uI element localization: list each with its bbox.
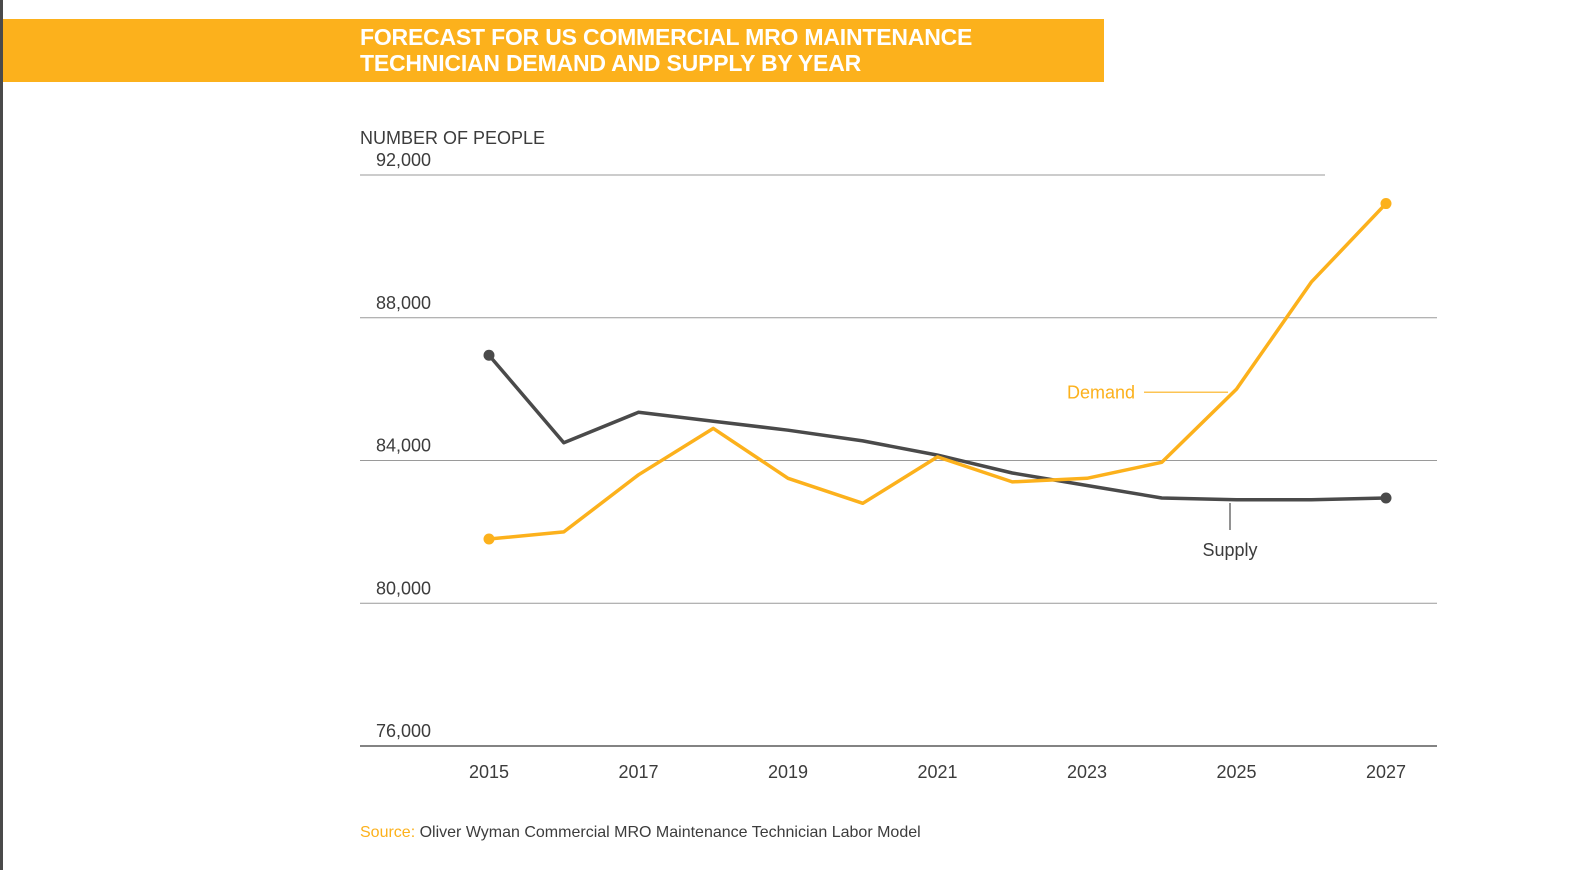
y-tick-label-88000: 88,000 [376,293,431,313]
chart-title: FORECAST FOR US COMMERCIAL MRO MAINTENAN… [360,24,1080,76]
x-tick-labels: 2015 2017 2019 2021 2023 2025 2027 [469,762,1406,782]
demand-point-2027 [1380,198,1392,210]
y-tick-label-84000: 84,000 [376,436,431,456]
x-tick-label-2025: 2025 [1216,762,1256,782]
y-tick-label-76000: 76,000 [376,721,431,741]
source-note: Source: Oliver Wyman Commercial MRO Main… [360,824,921,842]
supply-line [487,353,1388,502]
y-tick-label-92000: 92,000 [376,150,431,170]
x-tick-label-2023: 2023 [1067,762,1107,782]
chart-title-line-2: TECHNICIAN DEMAND AND SUPPLY BY YEAR [360,50,862,76]
x-tick-label-2017: 2017 [618,762,658,782]
series [483,198,1392,545]
supply-point-2015 [483,349,495,361]
title-banner [3,19,1104,82]
demand-point-2015 [483,533,495,545]
y-tick-labels: 92,000 88,000 84,000 80,000 76,000 [376,150,431,741]
supply-label: Supply [1202,540,1257,560]
x-tick-label-2027: 2027 [1366,762,1406,782]
series-labels: Demand Supply [1067,383,1258,560]
x-tick-label-2019: 2019 [768,762,808,782]
left-edge-border [0,0,3,870]
y-axis-title: NUMBER OF PEOPLE [360,128,545,148]
supply-point-2027 [1380,492,1392,504]
gridlines [360,174,1437,747]
x-tick-label-2021: 2021 [917,762,957,782]
source-text: Oliver Wyman Commercial MRO Maintenance … [419,824,921,841]
x-tick-label-2015: 2015 [469,762,509,782]
source-label: Source: [360,824,416,841]
demand-line [487,201,1388,541]
demand-label: Demand [1067,383,1135,403]
y-tick-label-80000: 80,000 [376,578,431,598]
chart-title-line-1: FORECAST FOR US COMMERCIAL MRO MAINTENAN… [360,24,973,50]
